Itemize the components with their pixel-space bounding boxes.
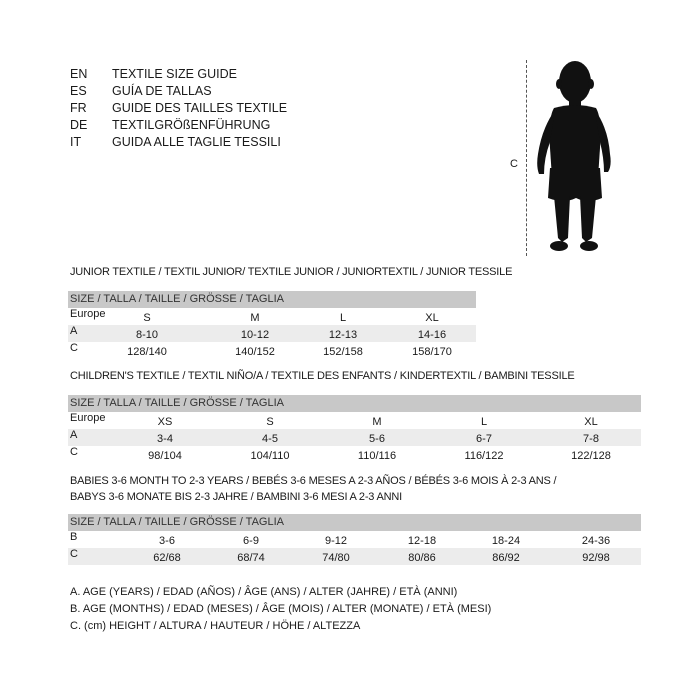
- row-label: B: [70, 531, 78, 543]
- table-cell: 122/128: [571, 450, 611, 462]
- lang-code: FR: [70, 101, 87, 115]
- table-cell: L: [480, 416, 488, 428]
- table-cell: 98/104: [148, 450, 182, 462]
- table-cell: 116/122: [464, 450, 504, 462]
- junior-size-table: SIZE / TALLA / TAILLE / GRÖSSE / TAGLIA E…: [68, 291, 476, 359]
- table-cell: 152/158: [323, 346, 363, 358]
- size-header-row: SIZE / TALLA / TAILLE / GRÖSSE / TAGLIA: [68, 291, 476, 308]
- row-label: A: [70, 429, 78, 441]
- table-cell: 9-12: [324, 535, 348, 547]
- table-row: A 8-10 10-12 12-13 14-16: [68, 325, 476, 342]
- lang-en: EN TEXTILE SIZE GUIDE: [70, 66, 237, 83]
- lang-de: DE TEXTILGRÖßENFÜHRUNG: [70, 117, 270, 134]
- table-cell: 74/80: [322, 552, 350, 564]
- lang-fr: FR GUIDE DES TAILLES TEXTILE: [70, 100, 287, 117]
- row-label: C: [70, 446, 78, 458]
- row-label: C: [70, 342, 78, 354]
- lang-code: IT: [70, 135, 82, 149]
- table-cell: 3-6: [159, 535, 175, 547]
- lang-title: GUIDE DES TAILLES TEXTILE: [112, 101, 288, 115]
- table-cell: 7-8: [583, 433, 599, 445]
- lang-code: DE: [70, 118, 88, 132]
- table-cell: 110/116: [357, 450, 397, 462]
- table-cell: 6-9: [243, 535, 259, 547]
- legend-c: C. (cm) HEIGHT / ALTURA / HAUTEUR / HÖHE…: [70, 620, 361, 632]
- table-cell: 18-24: [491, 535, 521, 547]
- row-label: A: [70, 325, 78, 337]
- lang-it: IT GUIDA ALLE TAGLIE TESSILI: [70, 134, 281, 151]
- lang-title: TEXTILGRÖßENFÜHRUNG: [112, 118, 271, 132]
- table-cell: L: [339, 312, 347, 324]
- table-cell: 12-13: [328, 329, 358, 341]
- table-row: C 128/140 140/152 152/158 158/170: [68, 342, 476, 359]
- babies-heading-line2: BABYS 3-6 MONATE BIS 2-3 JAHRE / BAMBINI…: [70, 491, 402, 503]
- size-header-row: SIZE / TALLA / TAILLE / GRÖSSE / TAGLIA: [68, 514, 641, 531]
- junior-heading: JUNIOR TEXTILE / TEXTIL JUNIOR/ TEXTILE …: [70, 266, 513, 278]
- legend-a: A. AGE (YEARS) / EDAD (AÑOS) / ÂGE (ANS)…: [70, 586, 458, 598]
- table-cell: 128/140: [127, 346, 167, 358]
- babies-heading-line1: BABIES 3-6 MONTH TO 2-3 YEARS / BEBÉS 3-…: [70, 475, 557, 487]
- children-size-table: SIZE / TALLA / TAILLE / GRÖSSE / TAGLIA E…: [68, 395, 641, 463]
- table-cell: 62/68: [153, 552, 181, 564]
- table-cell: 3-4: [157, 433, 173, 445]
- table-row: A 3-4 4-5 5-6 6-7 7-8: [68, 429, 641, 446]
- table-cell: 10-12: [240, 329, 270, 341]
- table-row: B 3-6 6-9 9-12 12-18 18-24 24-36: [68, 531, 641, 548]
- table-cell: 12-18: [407, 535, 437, 547]
- lang-code: EN: [70, 67, 88, 81]
- table-cell: 140/152: [235, 346, 275, 358]
- row-label: C: [70, 548, 78, 560]
- child-silhouette-icon: [537, 61, 611, 251]
- table-cell: 6-7: [476, 433, 492, 445]
- table-cell: 80/86: [408, 552, 436, 564]
- table-cell: 104/110: [250, 450, 290, 462]
- lang-title: TEXTILE SIZE GUIDE: [112, 67, 238, 81]
- table-cell: 4-5: [262, 433, 278, 445]
- table-cell: 14-16: [417, 329, 447, 341]
- table-cell: 158/170: [412, 346, 452, 358]
- table-cell: 92/98: [582, 552, 610, 564]
- table-cell: 68/74: [237, 552, 265, 564]
- row-label: Europe: [70, 308, 106, 320]
- table-row: Europe XS S M L XL: [68, 412, 641, 429]
- lang-es: ES GUÍA DE TALLAS: [70, 83, 212, 100]
- table-row: C 98/104 104/110 110/116 116/122 122/128: [68, 446, 641, 463]
- table-cell: M: [372, 416, 382, 428]
- table-cell: S: [143, 312, 151, 324]
- table-cell: XL: [425, 312, 439, 324]
- table-cell: 24-36: [581, 535, 611, 547]
- table-cell: S: [266, 416, 274, 428]
- lang-code: ES: [70, 84, 87, 98]
- size-header-row: SIZE / TALLA / TAILLE / GRÖSSE / TAGLIA: [68, 395, 641, 412]
- table-cell: 8-10: [135, 329, 159, 341]
- table-row: C 62/68 68/74 74/80 80/86 86/92 92/98: [68, 548, 641, 565]
- legend-b: B. AGE (MONTHS) / EDAD (MESES) / ÂGE (MO…: [70, 603, 492, 615]
- table-cell: 5-6: [369, 433, 385, 445]
- table-row: Europe S M L XL: [68, 308, 476, 325]
- lang-title: GUÍA DE TALLAS: [112, 84, 212, 98]
- lang-title: GUIDA ALLE TAGLIE TESSILI: [112, 135, 281, 149]
- table-cell: 86/92: [492, 552, 520, 564]
- row-label: Europe: [70, 412, 106, 424]
- babies-size-table: SIZE / TALLA / TAILLE / GRÖSSE / TAGLIA B…: [68, 514, 641, 565]
- height-measure-label: C: [510, 158, 518, 170]
- children-heading: CHILDREN'S TEXTILE / TEXTIL NIÑO/A / TEX…: [70, 370, 575, 382]
- table-cell: XS: [157, 416, 173, 428]
- table-cell: M: [250, 312, 260, 324]
- height-measure-line: [526, 60, 527, 256]
- table-cell: XL: [584, 416, 598, 428]
